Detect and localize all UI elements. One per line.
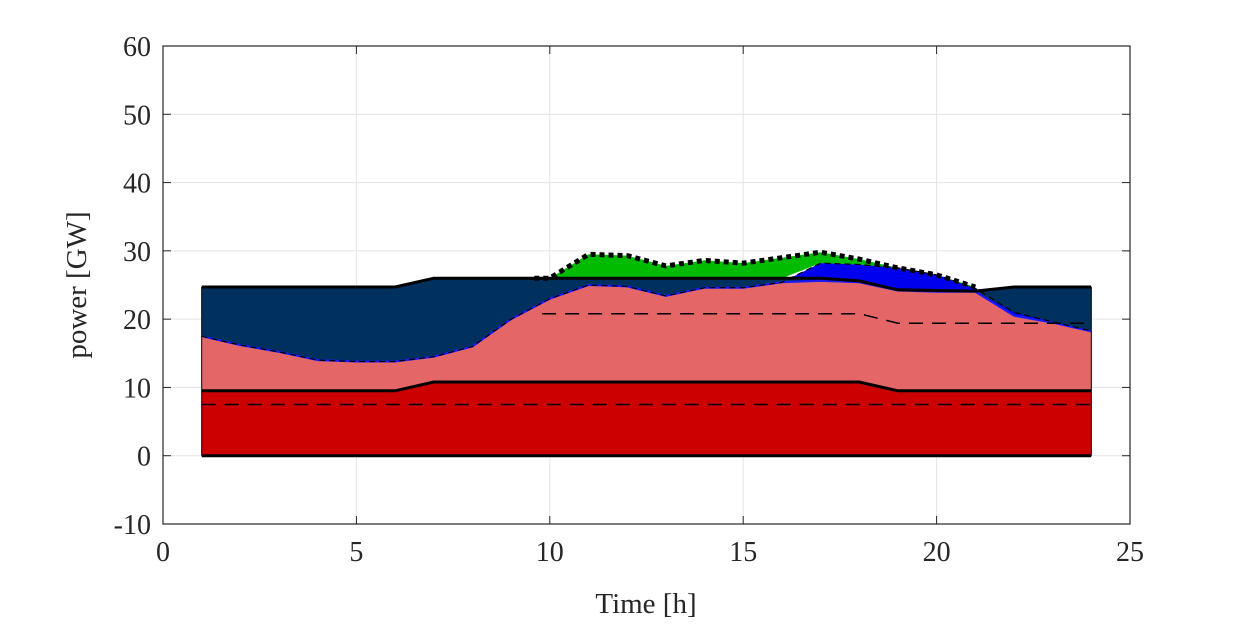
x-tick-label: 0: [156, 537, 170, 568]
y-tick-label: 0: [137, 442, 151, 473]
navy-upper-area: [201, 278, 1092, 362]
x-tick-label: 15: [729, 537, 757, 568]
y-tick-label: 20: [123, 305, 151, 336]
capacity-line: [201, 276, 1092, 293]
x-tick-label: 5: [349, 537, 363, 568]
net-load-dashed-line: [201, 262, 1092, 363]
y-tick-label: 30: [123, 237, 151, 268]
base-level-line: [201, 380, 1092, 393]
x-tick-label: 20: [923, 537, 951, 568]
pink-flexible-area: [201, 280, 1092, 391]
x-tick-label: 25: [1116, 537, 1144, 568]
y-tick-label: -10: [114, 510, 151, 541]
series-lines: [201, 249, 1092, 458]
y-tick-label: 10: [123, 373, 151, 404]
y-tick-label: 50: [123, 100, 151, 131]
y-tick-label: 60: [123, 32, 151, 63]
x-axis-label: Time [h]: [595, 588, 696, 620]
y-axis-label: power [GW]: [61, 211, 93, 358]
red-base-area: [201, 382, 1092, 456]
plot-frame: [162, 45, 1131, 525]
x-tick-label: 10: [536, 537, 564, 568]
y-tick-label: 40: [123, 169, 151, 200]
total-demand-dotted-line: [534, 249, 977, 290]
